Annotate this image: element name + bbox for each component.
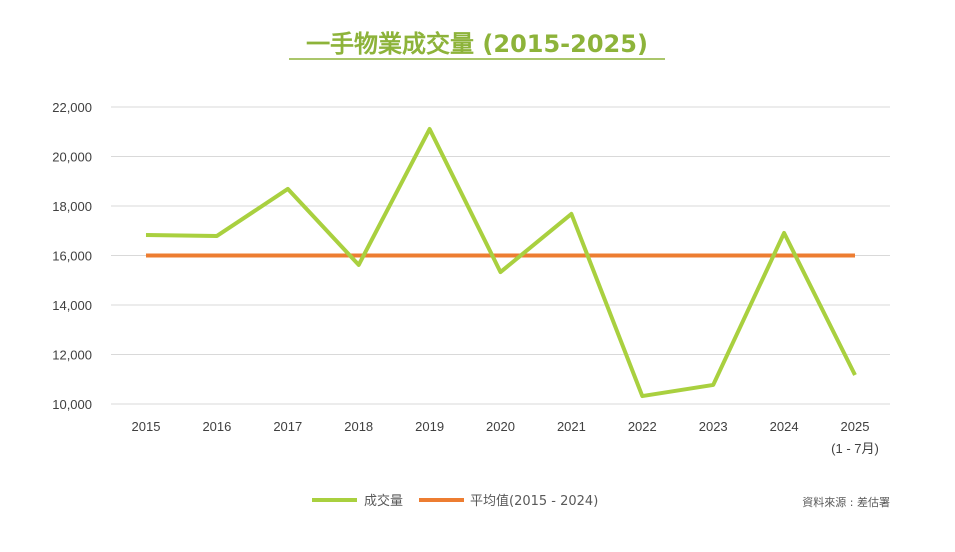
y-tick-label: 12,000 <box>52 348 92 363</box>
series-group <box>145 127 857 399</box>
x-axis: 2015 2016 2017 2018 2019 2020 2021 2022 2023 2024… <box>132 419 879 456</box>
x-tick-label: 2022 <box>628 419 657 434</box>
x-tick-label: 2016 <box>202 419 231 434</box>
x-tick-label: 2020 <box>486 419 515 434</box>
x-tick-label: 2017 <box>273 419 302 434</box>
x-tick-label: 2018 <box>344 419 373 434</box>
source-note: 資料來源 : 差估署 <box>802 495 890 509</box>
series-line-volume <box>145 127 857 399</box>
legend-label-average: 平均值(2015 - 2024) <box>470 493 598 509</box>
y-tick-label: 22,000 <box>52 100 92 115</box>
y-tick-label: 20,000 <box>52 150 92 165</box>
x-tick-label: 2019 <box>415 419 444 434</box>
x-tick-label: 2015 <box>132 419 161 434</box>
legend: 成交量 平均值(2015 - 2024) <box>312 493 598 509</box>
x-tick-label: 2024 <box>770 419 799 434</box>
y-tick-label: 16,000 <box>52 249 92 264</box>
y-tick-label: 10,000 <box>52 397 92 412</box>
chart-title: 一手物業成交量 (2015-2025) <box>306 30 648 58</box>
y-tick-label: 18,000 <box>52 199 92 214</box>
y-axis: 10,000 12,000 14,000 16,000 18,000 20,000 22,0… <box>52 100 92 412</box>
legend-label-volume: 成交量 <box>364 493 403 509</box>
x-tick-label: 2021 <box>557 419 586 434</box>
x-tick-label: 2025 <box>841 419 870 434</box>
x-tick-label: 2023 <box>699 419 728 434</box>
x-tick-sublabel: (1 - 7月) <box>831 441 879 456</box>
y-tick-label: 14,000 <box>52 298 92 313</box>
